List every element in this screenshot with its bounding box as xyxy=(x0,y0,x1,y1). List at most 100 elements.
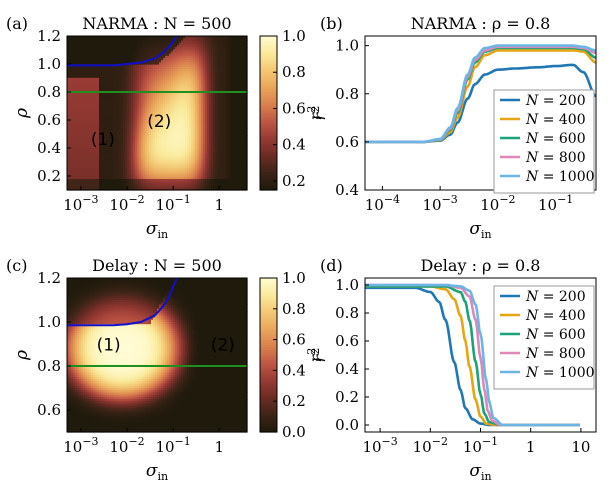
heatmap-cell xyxy=(173,168,176,171)
heatmap-cell xyxy=(119,159,122,162)
heatmap-cell xyxy=(129,40,132,44)
heatmap-cell xyxy=(73,49,76,52)
heatmap-cell xyxy=(125,102,128,105)
heatmap-cell xyxy=(165,44,168,48)
heatmap-cell xyxy=(105,102,108,105)
heatmap-cell xyxy=(167,106,170,110)
heatmap-cell xyxy=(201,53,204,57)
heatmap-cell xyxy=(103,104,106,107)
heatmap-cell xyxy=(105,97,108,101)
heatmap-cell xyxy=(171,38,174,41)
heatmap-cell xyxy=(115,168,118,171)
heatmap-cell xyxy=(71,113,74,116)
heatmap-cell xyxy=(201,95,204,99)
heatmap-cell xyxy=(147,88,150,92)
heatmap-cell xyxy=(193,62,196,66)
heatmap-cell xyxy=(79,75,82,79)
heatmap-cell xyxy=(169,106,172,110)
heatmap-cell xyxy=(191,69,194,72)
heatmap-cell xyxy=(87,44,90,48)
heatmap-cell xyxy=(123,69,126,72)
heatmap-cell xyxy=(171,146,174,149)
heatmap-cell xyxy=(195,106,198,110)
heatmap-cell xyxy=(111,121,114,125)
heatmap-cell xyxy=(145,139,148,143)
heatmap-cell xyxy=(163,69,166,72)
heatmap-cell xyxy=(125,187,128,191)
heatmap-cell xyxy=(71,86,74,90)
heatmap-cell xyxy=(205,157,208,160)
heatmap-cell xyxy=(195,148,198,151)
heatmap-cell xyxy=(203,161,206,165)
heatmap-cell xyxy=(99,108,102,112)
heatmap-cell xyxy=(175,51,178,55)
heatmap-cell xyxy=(179,172,182,176)
heatmap-cell xyxy=(119,106,122,110)
heatmap-cell xyxy=(113,124,116,127)
heatmap-cell xyxy=(191,62,194,66)
heatmap-cell xyxy=(85,36,88,39)
heatmap-cell xyxy=(205,80,208,83)
heatmap-cell xyxy=(75,132,78,136)
heatmap-cell xyxy=(171,137,174,140)
heatmap-cell xyxy=(83,128,86,132)
heatmap-cell xyxy=(193,38,196,41)
heatmap-cell xyxy=(135,159,138,162)
heatmap-cell xyxy=(133,106,136,110)
heatmap-cell xyxy=(173,69,176,72)
heatmap-cell xyxy=(79,62,82,66)
heatmap-cell xyxy=(89,165,92,169)
heatmap-cell xyxy=(167,49,170,52)
heatmap-cell xyxy=(177,113,180,116)
heatmap-cell xyxy=(77,154,80,158)
heatmap-cell xyxy=(139,97,142,101)
heatmap-cell xyxy=(203,187,206,191)
heatmap-cell xyxy=(95,93,98,96)
heatmap-cell xyxy=(97,161,100,165)
heatmap-cell xyxy=(167,139,170,143)
heatmap-cell xyxy=(183,181,186,184)
heatmap-cell xyxy=(109,97,112,101)
heatmap-cell xyxy=(185,64,188,68)
heatmap-cell xyxy=(103,119,106,123)
heatmap-cell xyxy=(133,181,136,184)
heatmap-cell xyxy=(101,86,104,90)
heatmap-cell xyxy=(121,135,124,138)
heatmap-cell xyxy=(145,49,148,52)
heatmap-cell xyxy=(99,38,102,41)
heatmap-cell xyxy=(175,179,178,182)
heatmap-cell xyxy=(197,181,200,184)
heatmap-cell xyxy=(203,64,206,68)
heatmap-cell xyxy=(177,137,180,140)
heatmap-cell xyxy=(133,132,136,136)
heatmap-cell xyxy=(185,126,188,129)
heatmap-cell xyxy=(99,137,102,140)
heatmap-cell xyxy=(127,139,130,143)
heatmap-cell xyxy=(165,51,168,55)
heatmap-cell xyxy=(73,88,76,92)
heatmap-cell xyxy=(129,110,132,114)
heatmap-cell xyxy=(197,62,200,66)
heatmap-cell xyxy=(141,71,144,74)
heatmap-cell xyxy=(203,124,206,127)
heatmap-cell xyxy=(75,141,78,145)
heatmap-cell xyxy=(207,185,210,189)
heatmap-cell xyxy=(137,128,140,132)
heatmap-cell xyxy=(203,179,206,182)
heatmap-cell xyxy=(181,64,184,68)
heatmap-cell xyxy=(127,135,130,138)
heatmap-cell xyxy=(199,71,202,74)
heatmap-cell xyxy=(181,135,184,138)
heatmap-cell xyxy=(207,73,210,77)
heatmap-cell xyxy=(129,146,132,149)
heatmap-cell xyxy=(155,117,158,121)
heatmap-cell xyxy=(67,113,70,116)
heatmap-cell xyxy=(185,75,188,79)
heatmap-cell xyxy=(187,95,190,99)
heatmap-cell xyxy=(85,124,88,127)
heatmap-cell xyxy=(165,150,168,154)
heatmap-cell xyxy=(201,62,204,66)
heatmap-cell xyxy=(149,88,152,92)
heatmap-cell xyxy=(91,130,94,134)
heatmap-cell xyxy=(131,148,134,151)
